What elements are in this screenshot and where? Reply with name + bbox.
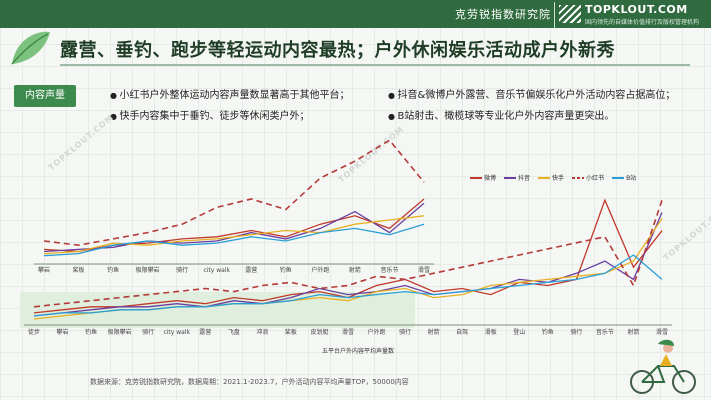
x-tick-label: 皮划艇 [310,328,328,336]
legend-item: 快手 [538,173,564,182]
x-tick-label: 滑板 [485,328,497,336]
x-tick-label: 射箭 [428,328,440,336]
series-line-微博 [43,198,425,253]
bullet-item: 小红书户外整体运动内容声量数显著高于其他平台； [110,86,378,101]
data-source: 数据来源：克劳锐指数研究院，数据周期：2021.1-2023.7，户外活动内容平… [90,378,409,386]
x-tick-label: 射箭 [349,266,361,274]
legend-label: 小红书 [586,175,605,182]
section-tag: 内容声量 [14,85,76,107]
legend-swatch [538,176,551,179]
x-tick-label: 攀岩 [57,328,69,336]
x-tick-label: 户外跑 [311,266,329,274]
page-title: 露营、垂钓、跑步等轻运动内容最热；户外休闲娱乐活动成户外新秀 [60,40,615,61]
legend-swatch [504,176,517,179]
series-line-小红书 [33,199,663,308]
x-tick-label: city walk [163,329,190,336]
bullet-list: 小红书户外整体运动内容声量数显著高于其他平台； 抖音&微博户外露营、音乐节偏娱乐… [110,86,710,128]
x-tick-label: 桨板 [73,266,85,274]
brand-name: 克劳锐指数研究院 [455,8,551,21]
leaf-icon [11,31,50,65]
logo-subtitle: 国内领先的自媒体价值排行及版权管理机构 [585,19,700,26]
x-tick-label: 骑行 [570,328,582,336]
x-tick-label: 音乐节 [596,328,614,336]
legend-item: 微博 [470,173,496,182]
cyclist-illustration-icon [630,339,696,394]
bullet-item: 快手内容集中于垂钓、徒步等休闲类户外； [110,107,378,122]
legend-label: 快手 [552,175,565,182]
bullet-item: 抖音&微博户外露营、音乐节偏娱乐化户外活动内容占据高位； [388,86,676,101]
logo-text: TOPKLOUT.COM [585,3,688,16]
x-tick-label: 钓鱼 [85,328,97,336]
legend-label: B站 [626,175,637,182]
x-tick-label: 极限攀岩 [136,266,160,274]
x-tick-label: city walk [203,267,230,274]
x-tick-label: 攀岩 [38,266,50,274]
logo-stripes-icon [559,5,581,23]
chart-caption: 五平台户外内容平均声量数 [322,348,395,355]
series-line-抖音 [43,202,425,253]
series-line-小红书 [43,139,425,247]
x-tick-label: 冲浪 [256,328,268,336]
legend-item: B站 [612,173,636,182]
x-tick-label: 滑雪 [342,328,354,336]
x-tick-label: 飞盘 [228,328,240,336]
legend-label: 抖音 [518,175,531,182]
x-tick-label: 钓鱼 [542,328,554,336]
x-tick-label: 露营 [245,266,257,274]
series-line-快手 [43,215,425,255]
series-line-B站 [33,254,663,317]
x-tick-label: 徒步 [28,328,40,336]
series-line-B站 [43,223,425,257]
x-tick-label: 音乐节 [380,266,398,274]
x-tick-label: 桨板 [285,328,297,336]
series-line-抖音 [33,212,663,317]
brand-logo: TOPKLOUT.COM 国内领先的自媒体价值排行及版权管理机构 [554,2,703,28]
legend-swatch [572,176,585,179]
legend-item: 小红书 [572,173,604,182]
x-tick-label: 登山 [513,328,525,336]
legend-swatch [470,176,482,179]
x-tick-label: 滑雪 [656,328,668,336]
legend-label: 微博 [484,175,497,182]
x-tick-label: 骑行 [176,266,188,274]
x-tick-label: 滑雪 [418,266,430,274]
x-tick-label: 钓鱼 [107,266,119,274]
legend-item: 抖音 [504,173,530,182]
bullet-item: B站射击、橄榄球等专业化户外内容声量更突出。 [388,107,656,122]
title-divider [60,64,690,66]
x-tick-label: 骑行 [399,328,411,336]
x-tick-label: 射箭 [627,328,639,336]
x-tick-label: 极限攀岩 [108,328,132,336]
x-tick-label: 骑行 [142,328,154,336]
chart-legend: 微博 抖音 快手 小红书 B站 [470,173,636,182]
x-tick-label: 钓鱼 [280,266,292,274]
top-bar: 克劳锐指数研究院 TOPKLOUT.COM 国内领先的自媒体价值排行及版权管理机… [0,0,711,28]
x-tick-label: 户外跑 [368,328,386,336]
highlight-band [20,292,415,328]
x-tick-label: 露营 [199,328,211,336]
legend-swatch [612,176,625,179]
x-tick-label: 自驾 [456,328,468,336]
